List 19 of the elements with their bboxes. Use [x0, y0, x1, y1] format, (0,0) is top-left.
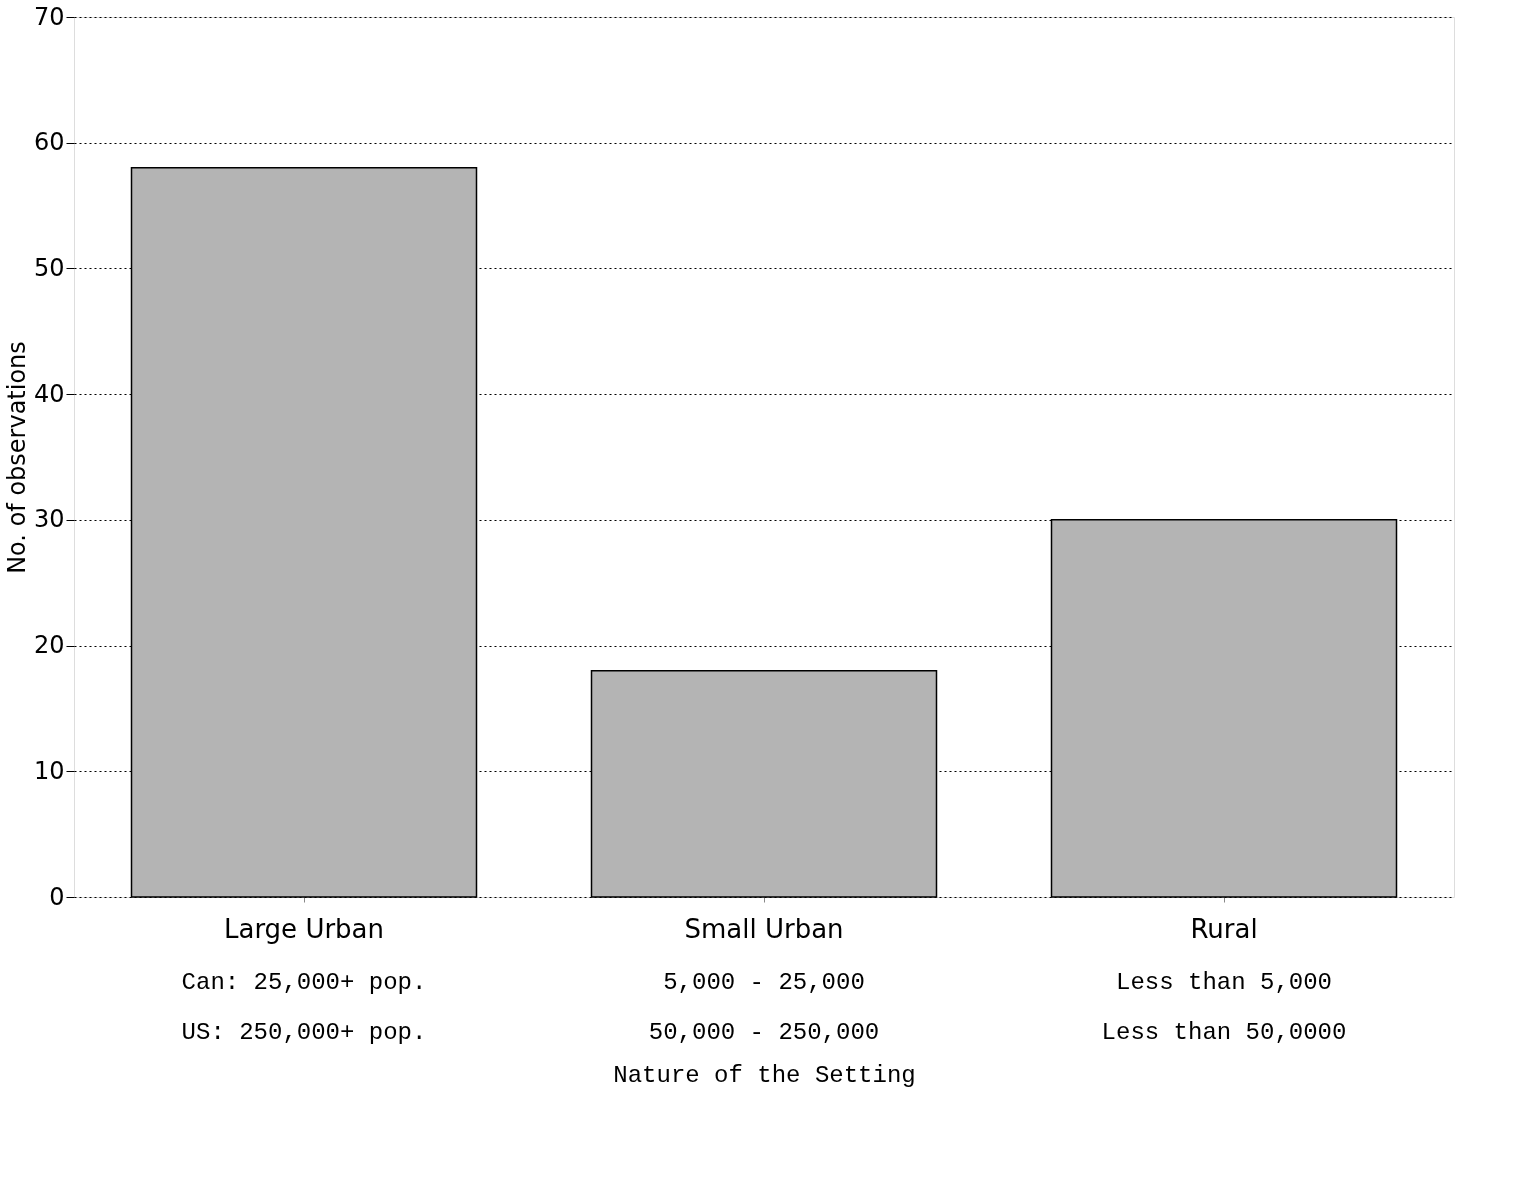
text: Less than 5,000 [1115, 969, 1333, 996]
y-tick-label: 40 [33, 379, 65, 408]
text: Can: 25,000+ pop. [181, 969, 427, 996]
y-tick-label: 10 [33, 756, 65, 785]
x-tick-label: Small Urban [684, 913, 844, 944]
y-tick-label: 60 [33, 128, 65, 157]
y-tick-label: 50 [33, 253, 65, 282]
x-axis-title: Nature of the Setting [613, 1061, 916, 1089]
y-tick-label: 20 [33, 631, 65, 660]
y-tick-label: 70 [33, 2, 65, 31]
y-tick-label: 30 [33, 505, 65, 534]
x-tick-label: Large Urban [223, 913, 385, 944]
text: US: 250,000+ pop. [181, 1019, 427, 1046]
text: Less than 50,0000 [1101, 1019, 1347, 1046]
x-tick-label: Rural [1190, 913, 1258, 944]
y-axis-title: No. of observations [2, 341, 31, 574]
text: 50,000 - 250,000 [648, 1019, 880, 1046]
y-tick-label: 0 [49, 882, 65, 911]
text: 5,000 - 25,000 [663, 969, 865, 996]
